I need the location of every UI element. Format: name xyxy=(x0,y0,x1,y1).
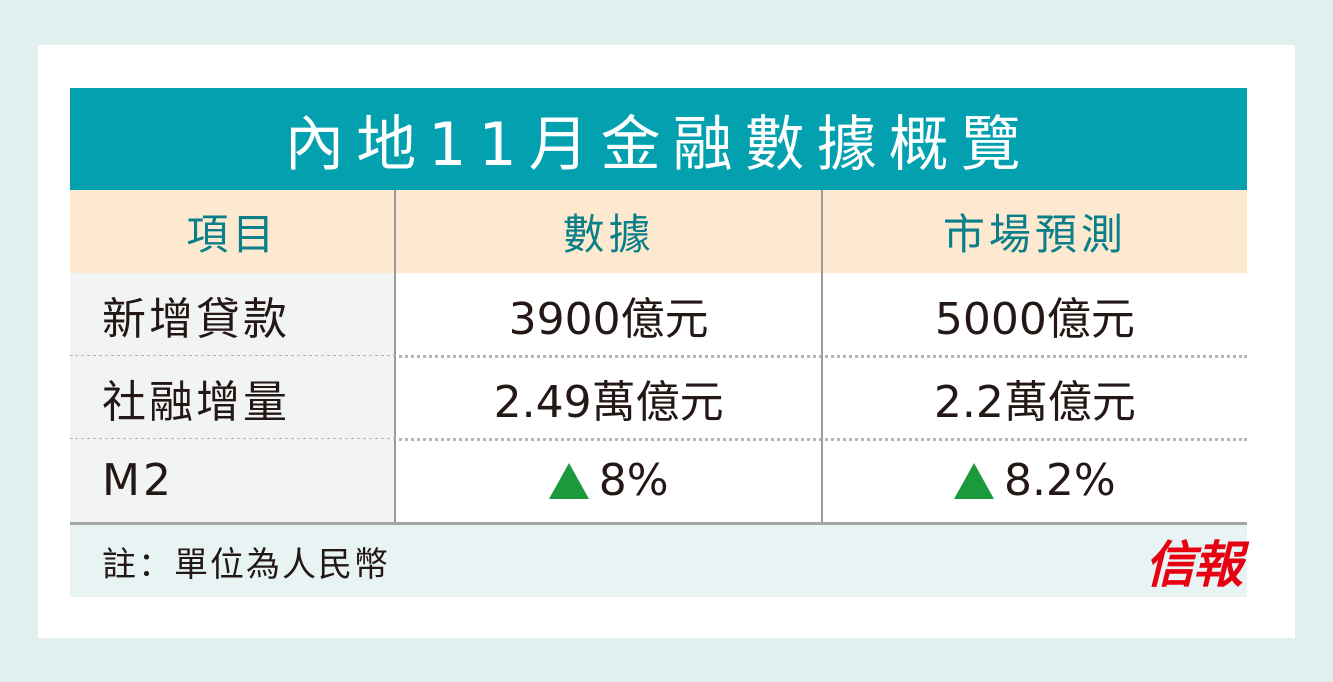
row-forecast-cell: 8.2% xyxy=(820,439,1247,522)
header-row: 項目 數據 市場預測 xyxy=(70,190,1247,273)
row-item: 新增貸款 xyxy=(70,273,395,356)
table-row: 社融增量 2.49萬億元 2.2萬億元 xyxy=(70,356,1247,441)
row-data: 8% xyxy=(598,455,669,506)
footer: 註：單位為人民幣 信報 xyxy=(70,522,1247,597)
up-triangle-icon xyxy=(953,462,994,499)
row-data-cell: 8% xyxy=(394,439,820,522)
header-forecast: 市場預測 xyxy=(820,190,1247,273)
header-data: 數據 xyxy=(394,190,820,273)
row-data: 3900億元 xyxy=(394,273,820,356)
table-row: 新增貸款 3900億元 5000億元 xyxy=(70,273,1247,358)
unit-note: 註：單位為人民幣 xyxy=(102,544,390,585)
row-item: 社融增量 xyxy=(70,356,395,439)
row-forecast: 8.2% xyxy=(1003,455,1116,506)
financial-data-table: 內地11月金融數據概覽 項目 數據 市場預測 新增貸款 3900億元 5000億… xyxy=(70,88,1247,597)
hkej-logo: 信報 xyxy=(1145,535,1243,594)
row-forecast: 5000億元 xyxy=(820,273,1247,356)
row-forecast: 2.2萬億元 xyxy=(820,356,1247,439)
row-data: 2.49萬億元 xyxy=(394,356,820,439)
up-triangle-icon xyxy=(548,462,589,499)
row-item: M2 xyxy=(70,439,395,522)
table-row: M2 8% 8.2% xyxy=(70,439,1247,522)
header-item: 項目 xyxy=(186,210,279,259)
table-title: 內地11月金融數據概覽 xyxy=(70,88,1247,190)
